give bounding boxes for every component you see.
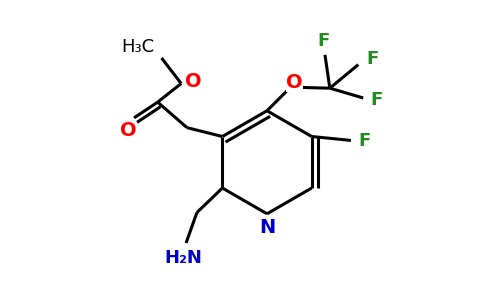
Text: F: F [359,132,371,150]
Text: O: O [120,121,136,140]
Text: H₂N: H₂N [165,249,203,267]
Text: F: F [318,32,330,50]
Text: F: F [366,50,378,68]
Text: N: N [259,218,275,237]
Text: O: O [185,72,202,91]
Text: O: O [286,73,303,92]
Text: F: F [371,92,383,110]
Text: H₃C: H₃C [121,38,154,56]
